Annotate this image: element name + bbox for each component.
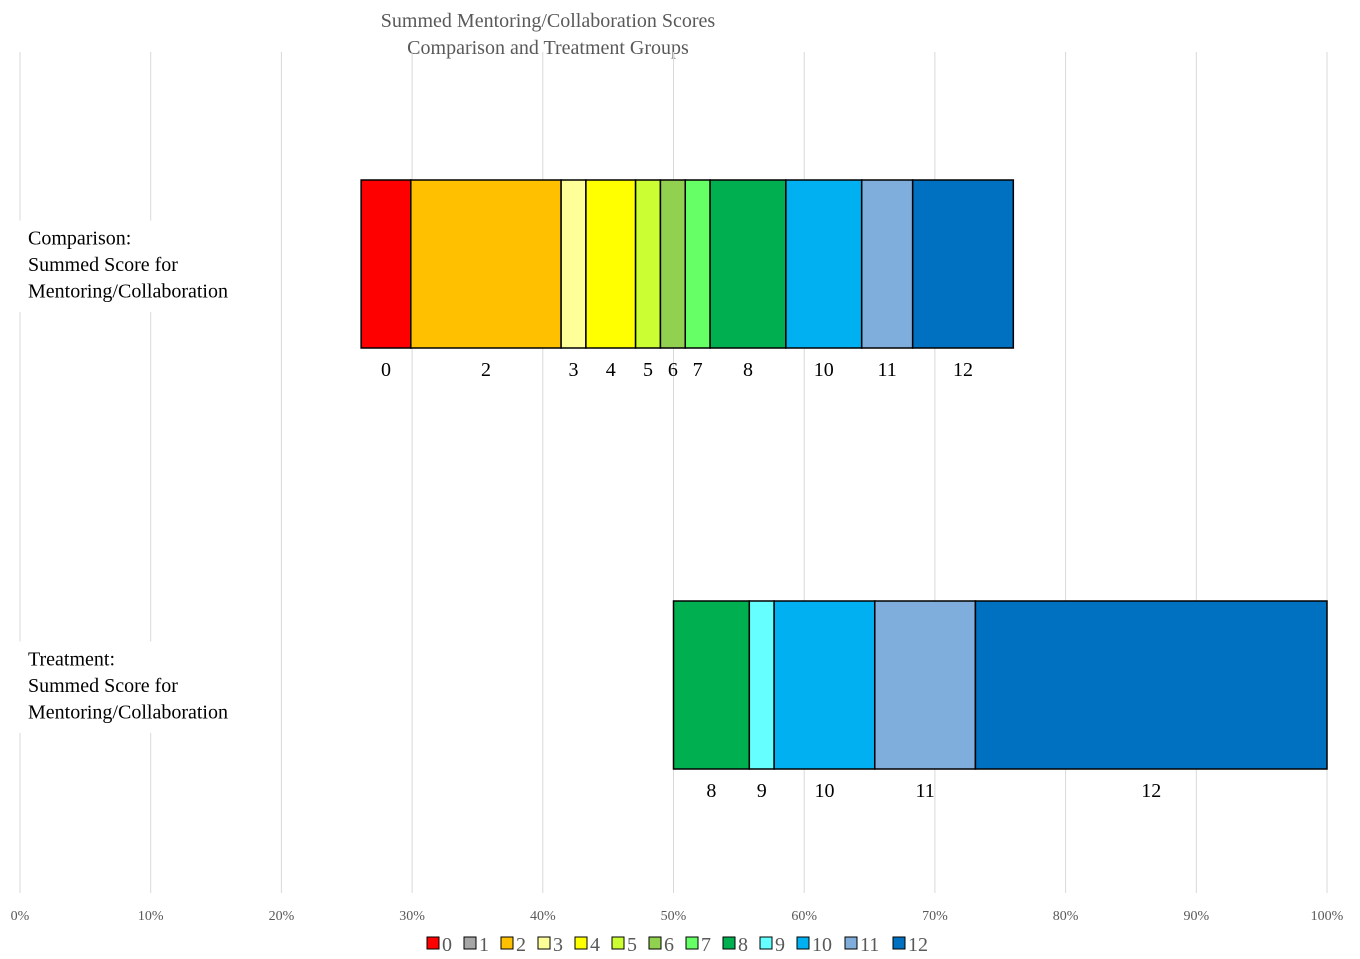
category-label-backgrounds [14,220,264,733]
category-label-bg [14,641,264,733]
x-tick-label: 30% [399,909,425,924]
category-label-line: Mentoring/Collaboration [28,702,228,724]
segment-label: 0 [381,359,391,381]
chart-title: Summed Mentoring/Collaboration Scores Co… [381,10,716,59]
legend-swatch-10 [796,936,810,950]
legend-swatch-7 [685,936,699,950]
legend-label: 11 [860,934,879,956]
segment-label: 2 [481,359,491,381]
legend-label: 2 [516,934,526,956]
bar-segment-score-3 [560,179,587,349]
segment-label: 4 [606,359,616,381]
segment-label: 8 [706,780,716,802]
legend-label: 8 [738,934,748,956]
legend-swatch-11 [844,936,858,950]
legend-swatch-9 [759,936,773,950]
x-tick-label: 50% [661,909,687,924]
bar-segment-score-8 [672,600,751,770]
bar-segment-score-4 [585,179,637,349]
segment-labels: 0 2 3 4 5 6 7 8 10 11 12 8 9 10 11 12 [381,359,1161,802]
legend-swatch-3 [537,936,551,950]
x-tick-label: 40% [530,909,556,924]
legend-swatch-1 [463,936,477,950]
bar-segment-score-2 [410,179,562,349]
category-label: Treatment: Summed Score for Mentoring/Coll… [28,649,228,724]
legend-label: 7 [701,934,711,956]
category-label-line: Mentoring/Collaboration [28,281,228,303]
category-label-bg [14,220,264,312]
bar-segment-score-12 [974,600,1328,770]
legend-label: 9 [775,934,785,956]
legend-swatch-0 [426,936,440,950]
segment-label: 10 [814,359,834,381]
legend-label: 3 [553,934,563,956]
segment-label: 5 [643,359,653,381]
x-axis-ticks: 0% 10% 20% 30% 40% 50% 60% 70% 80% 90% 100% [11,909,1344,924]
category-label-line: Comparison: [28,228,131,250]
segment-label: 7 [693,359,703,381]
legend-label: 5 [627,934,637,956]
segment-label: 12 [953,359,973,381]
legend-label: 10 [812,934,832,956]
segment-label: 12 [1141,780,1161,802]
segment-label: 11 [878,359,897,381]
legend-swatch-12 [892,936,906,950]
x-tick-label: 70% [922,909,948,924]
legend-label: 0 [442,934,452,956]
x-tick-label: 0% [11,909,30,924]
bar-segment-score-9 [748,600,775,770]
x-tick-label: 20% [269,909,295,924]
bar-segment-score-0 [360,179,412,349]
bar-segment-score-10 [773,600,876,770]
legend: 0 1 2 3 4 5 6 7 8 9 10 11 12 [426,934,928,956]
legend-label: 1 [479,934,489,956]
x-tick-label: 90% [1183,909,1209,924]
legend-swatch-8 [722,936,736,950]
segment-label: 10 [814,780,834,802]
category-label: Comparison: Summed Score for Mentoring/Col… [28,228,228,303]
x-tick-label: 60% [791,909,817,924]
legend-swatch-4 [574,936,588,950]
category-labels: Comparison: Summed Score for Mentoring/Col… [28,228,228,724]
segment-label: 8 [743,359,753,381]
bar-segment-score-6 [659,179,687,349]
legend-label: 4 [590,934,600,956]
segment-label: 11 [915,780,934,802]
category-label-line: Summed Score for [28,254,178,276]
bar-segment-score-12 [911,179,1015,349]
x-tick-label: 80% [1053,909,1079,924]
chart-title-line-1: Summed Mentoring/Collaboration Scores [381,10,716,32]
bar-segment-score-5 [634,179,662,349]
segment-label: 3 [569,359,579,381]
stacked-bars [360,179,1328,770]
segment-label: 6 [668,359,678,381]
category-label-line: Summed Score for [28,675,178,697]
bar-segment-score-7 [684,179,711,349]
legend-label: 12 [908,934,928,956]
category-label-line: Treatment: [28,649,115,671]
legend-swatch-5 [611,936,625,950]
bar-segment-score-11 [860,179,914,349]
chart-title-line-2: Comparison and Treatment Groups [407,37,689,59]
segment-label: 9 [757,780,767,802]
legend-label: 6 [664,934,674,956]
x-tick-label: 10% [138,909,164,924]
legend-swatch-6 [648,936,662,950]
bar-segment-score-11 [874,600,977,770]
legend-swatch-2 [500,936,514,950]
x-tick-label: 100% [1311,909,1344,924]
bar-segment-score-10 [785,179,863,349]
bar-segment-score-8 [709,179,787,349]
